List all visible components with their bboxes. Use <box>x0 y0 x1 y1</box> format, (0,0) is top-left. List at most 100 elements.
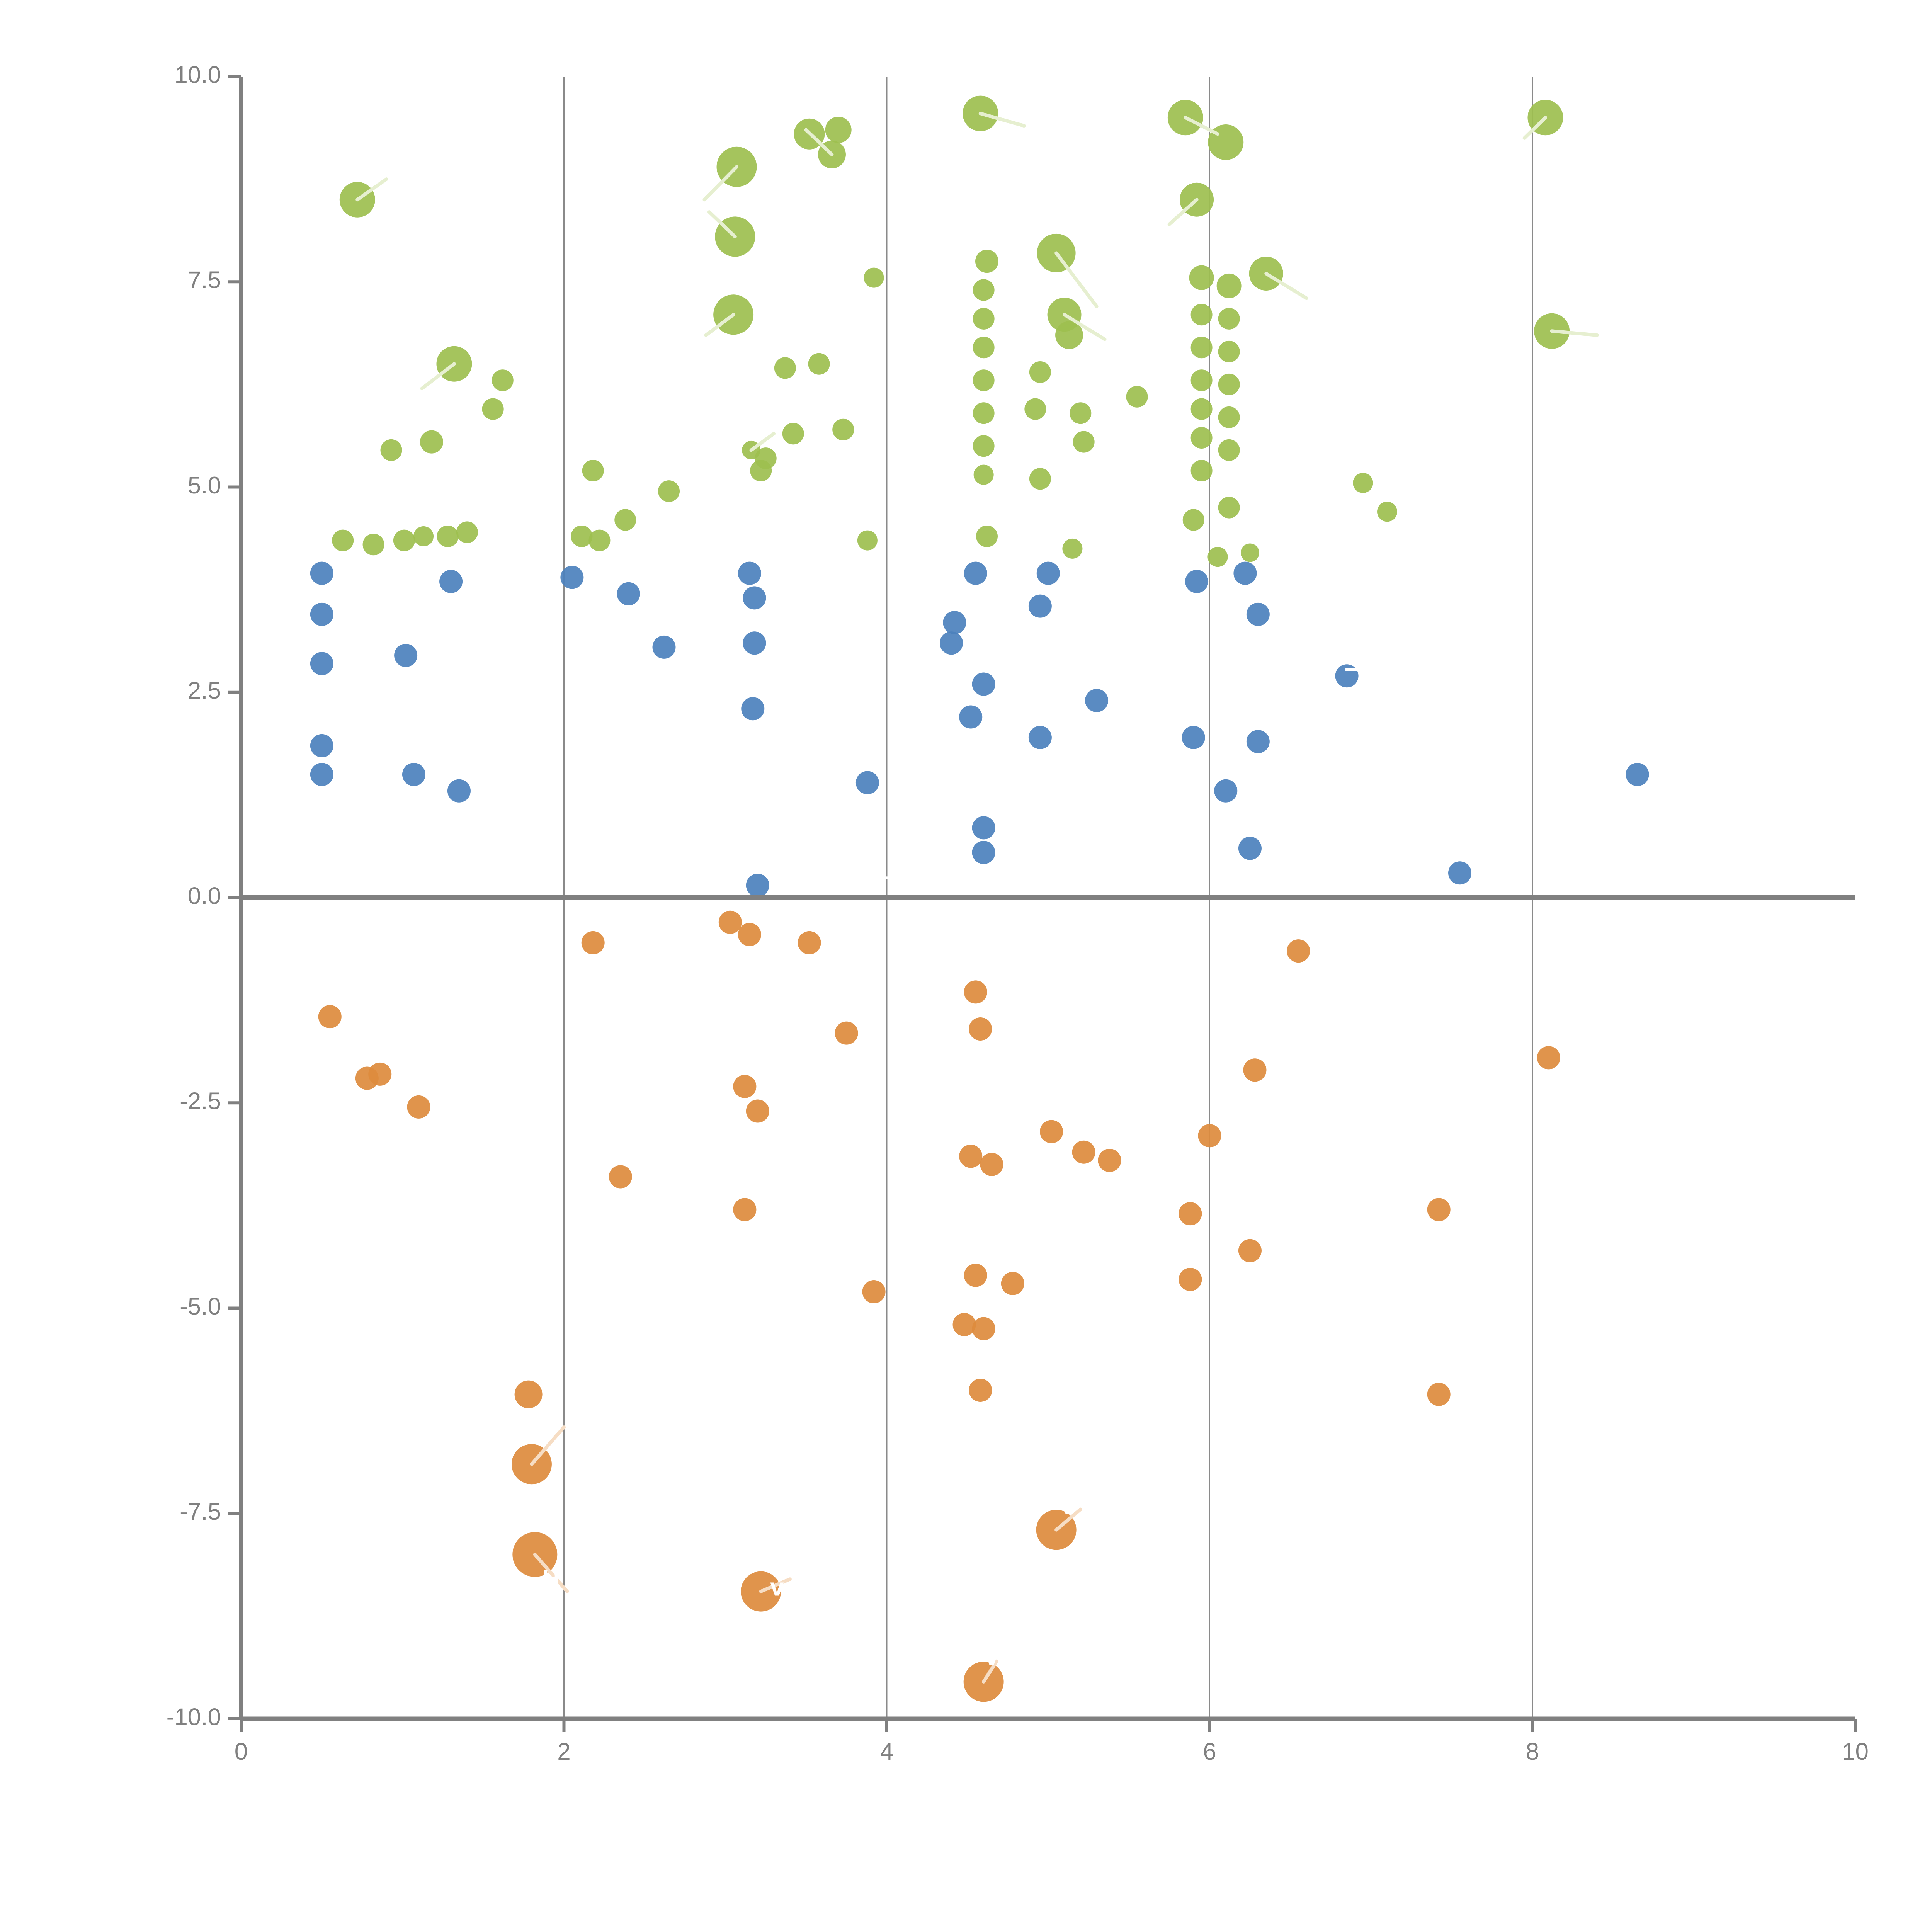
data-point[interactable] <box>1024 398 1046 420</box>
data-point[interactable] <box>447 779 471 803</box>
data-point[interactable] <box>733 1198 757 1221</box>
data-point[interactable] <box>492 369 514 391</box>
data-point[interactable] <box>1098 1149 1121 1172</box>
data-point[interactable] <box>588 529 611 551</box>
data-point[interactable] <box>1070 402 1092 424</box>
data-point[interactable] <box>310 652 333 675</box>
data-point[interactable] <box>1208 547 1228 567</box>
data-point[interactable] <box>746 1099 769 1123</box>
data-point[interactable] <box>1218 340 1240 362</box>
data-point[interactable] <box>1233 561 1257 585</box>
data-point[interactable] <box>864 267 884 288</box>
data-point[interactable] <box>862 1280 886 1303</box>
data-point[interactable] <box>1190 427 1213 449</box>
data-point[interactable] <box>413 526 434 546</box>
data-point[interactable] <box>798 931 821 954</box>
data-point[interactable] <box>975 250 999 273</box>
data-point[interactable] <box>746 874 769 897</box>
data-point[interactable] <box>835 1021 858 1045</box>
data-point[interactable] <box>1448 861 1472 885</box>
data-point[interactable] <box>1179 1268 1202 1291</box>
data-point[interactable] <box>1029 468 1051 490</box>
data-point[interactable] <box>952 1313 976 1336</box>
data-point[interactable] <box>482 398 504 420</box>
data-point[interactable] <box>1182 726 1205 749</box>
data-point[interactable] <box>1246 730 1270 753</box>
data-point[interactable] <box>310 763 333 786</box>
data-point[interactable] <box>1036 561 1060 585</box>
data-point[interactable] <box>581 931 605 954</box>
data-point[interactable] <box>1055 321 1083 349</box>
data-point[interactable] <box>1179 1202 1202 1226</box>
data-point[interactable] <box>368 1062 392 1086</box>
data-point[interactable] <box>1218 439 1240 461</box>
data-point[interactable] <box>1427 1383 1451 1406</box>
data-point[interactable] <box>855 771 879 794</box>
data-point[interactable] <box>1537 1046 1560 1070</box>
data-point[interactable] <box>1126 386 1148 408</box>
data-point[interactable] <box>437 526 459 547</box>
data-point[interactable] <box>964 561 987 585</box>
data-point[interactable] <box>1028 726 1052 749</box>
data-point[interactable] <box>617 582 640 605</box>
data-point[interactable] <box>310 602 333 626</box>
data-point[interactable] <box>1240 543 1259 562</box>
data-point[interactable] <box>973 435 995 457</box>
data-point[interactable] <box>969 1379 992 1402</box>
series-positive-low[interactable] <box>310 561 1649 897</box>
data-point[interactable] <box>614 509 636 531</box>
data-point[interactable] <box>362 534 384 556</box>
data-point[interactable] <box>439 570 463 593</box>
data-point[interactable] <box>1185 570 1209 593</box>
data-point[interactable] <box>1073 431 1095 453</box>
data-point[interactable] <box>857 530 878 551</box>
data-point[interactable] <box>393 529 415 551</box>
data-point[interactable] <box>658 480 680 502</box>
data-point[interactable] <box>1238 837 1262 860</box>
data-point[interactable] <box>1190 398 1213 420</box>
data-point[interactable] <box>1218 373 1240 395</box>
data-point[interactable] <box>1190 304 1213 326</box>
data-point[interactable] <box>1072 1140 1095 1164</box>
data-point[interactable] <box>609 1165 632 1189</box>
data-point[interactable] <box>1189 265 1214 290</box>
data-point[interactable] <box>973 279 995 301</box>
data-point[interactable] <box>743 631 766 655</box>
data-point[interactable] <box>582 460 604 481</box>
data-point[interactable] <box>571 526 593 547</box>
data-point[interactable] <box>980 1153 1003 1176</box>
data-point[interactable] <box>310 561 333 585</box>
data-point[interactable] <box>973 464 994 485</box>
data-point[interactable] <box>738 561 761 585</box>
data-point[interactable] <box>976 526 998 547</box>
data-point[interactable] <box>514 1380 543 1408</box>
data-point[interactable] <box>1028 594 1052 618</box>
data-point[interactable] <box>1216 273 1242 298</box>
data-point[interactable] <box>972 1317 995 1340</box>
data-point[interactable] <box>1040 1120 1063 1143</box>
data-point[interactable] <box>973 308 995 330</box>
data-point[interactable] <box>774 357 796 379</box>
data-point[interactable] <box>1353 473 1373 493</box>
data-point[interactable] <box>959 705 983 729</box>
data-point[interactable] <box>1029 361 1051 383</box>
data-point[interactable] <box>1214 779 1238 803</box>
data-point[interactable] <box>940 631 963 655</box>
data-point[interactable] <box>1218 497 1240 519</box>
data-point[interactable] <box>1427 1198 1451 1221</box>
data-point[interactable] <box>1218 406 1240 428</box>
data-point[interactable] <box>959 1145 983 1168</box>
data-point[interactable] <box>318 1005 342 1029</box>
data-point[interactable] <box>420 430 443 454</box>
data-point[interactable] <box>1085 689 1109 712</box>
data-point[interactable] <box>832 418 854 440</box>
data-point[interactable] <box>972 841 995 864</box>
data-point[interactable] <box>743 586 766 610</box>
data-point[interactable] <box>394 644 418 667</box>
data-point[interactable] <box>964 1264 987 1287</box>
data-point[interactable] <box>1190 460 1213 481</box>
data-point[interactable] <box>1335 664 1359 688</box>
data-point[interactable] <box>1062 538 1083 559</box>
data-point[interactable] <box>1626 763 1649 786</box>
data-point[interactable] <box>1243 1058 1267 1082</box>
